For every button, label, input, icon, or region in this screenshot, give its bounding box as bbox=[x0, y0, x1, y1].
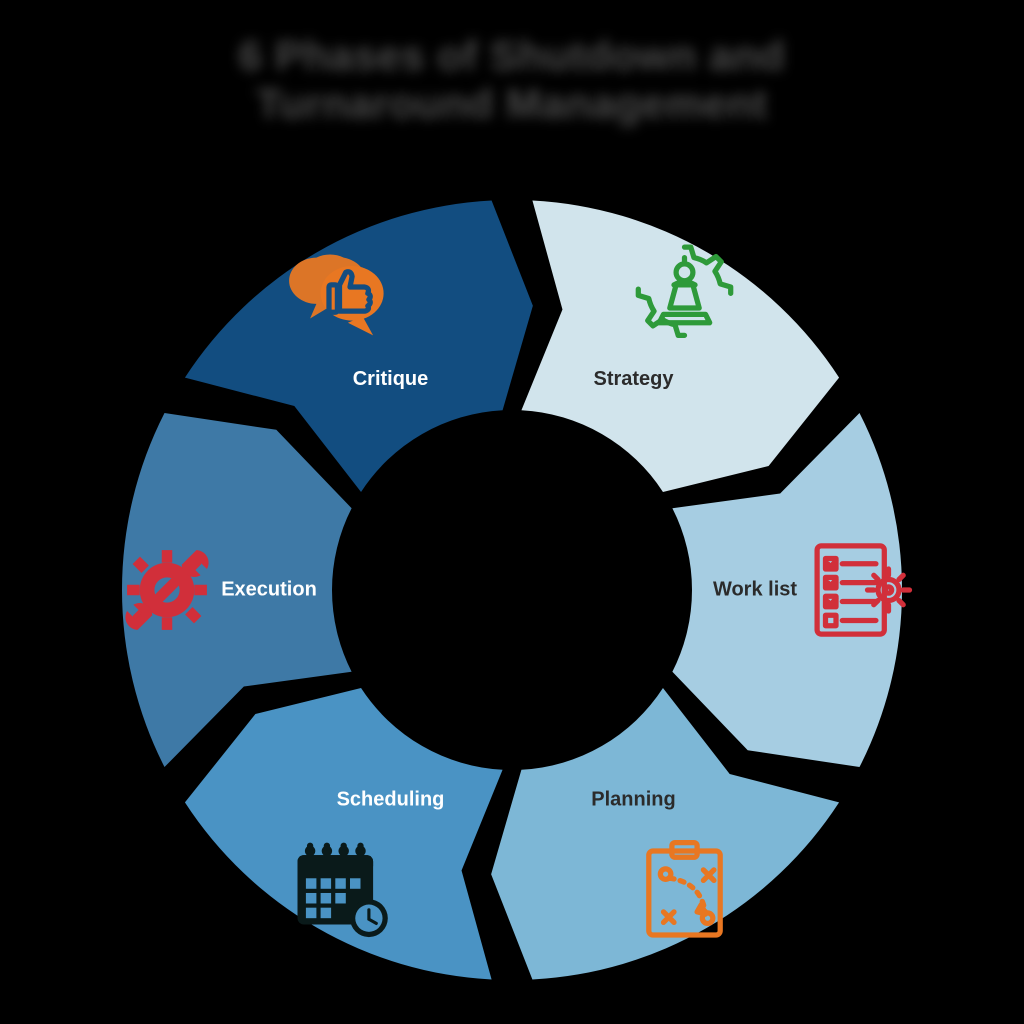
label-critique: Critique bbox=[353, 368, 429, 390]
center-hole bbox=[334, 412, 690, 768]
cycle-diagram: Strategy Work list Planning Scheduling Execu… bbox=[0, 0, 1024, 1024]
label-execution: Execution bbox=[221, 578, 317, 600]
label-strategy: Strategy bbox=[593, 368, 674, 390]
label-worklist: Work list bbox=[713, 578, 797, 600]
execution-icon bbox=[125, 550, 208, 630]
label-planning: Planning bbox=[591, 789, 675, 811]
label-scheduling: Scheduling bbox=[337, 789, 445, 811]
